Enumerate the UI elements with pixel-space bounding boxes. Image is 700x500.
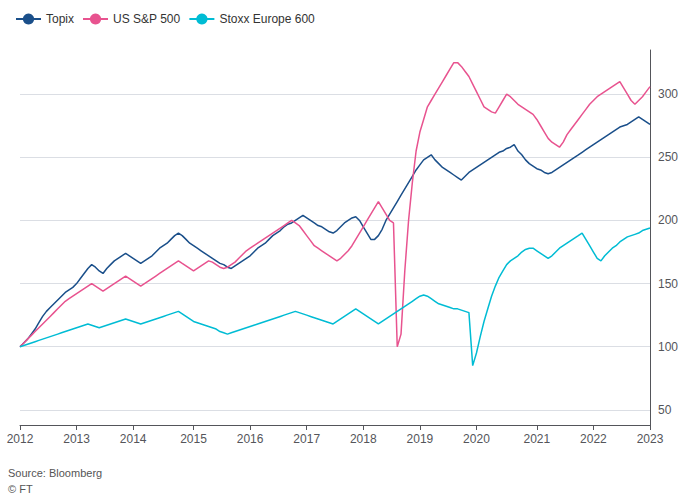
svg-text:2023: 2023: [637, 432, 664, 446]
svg-text:100: 100: [658, 340, 678, 354]
svg-text:2012: 2012: [7, 432, 34, 446]
svg-text:2013: 2013: [63, 432, 90, 446]
svg-text:2019: 2019: [407, 432, 434, 446]
svg-text:Stoxx Europe 600: Stoxx Europe 600: [219, 12, 315, 26]
svg-text:2020: 2020: [463, 432, 490, 446]
svg-text:2017: 2017: [293, 432, 320, 446]
svg-text:2015: 2015: [180, 432, 207, 446]
svg-text:50: 50: [658, 403, 672, 417]
svg-text:© FT: © FT: [8, 483, 33, 495]
svg-text:US S&P 500: US S&P 500: [113, 12, 180, 26]
svg-text:Topix: Topix: [46, 12, 74, 26]
svg-text:300: 300: [658, 87, 678, 101]
svg-text:2018: 2018: [350, 432, 377, 446]
svg-text:2016: 2016: [237, 432, 264, 446]
svg-text:2021: 2021: [523, 432, 550, 446]
svg-text:Source: Bloomberg: Source: Bloomberg: [8, 467, 102, 479]
svg-text:250: 250: [658, 150, 678, 164]
svg-text:2022: 2022: [580, 432, 607, 446]
svg-text:200: 200: [658, 213, 678, 227]
svg-text:150: 150: [658, 277, 678, 291]
svg-text:2014: 2014: [120, 432, 147, 446]
